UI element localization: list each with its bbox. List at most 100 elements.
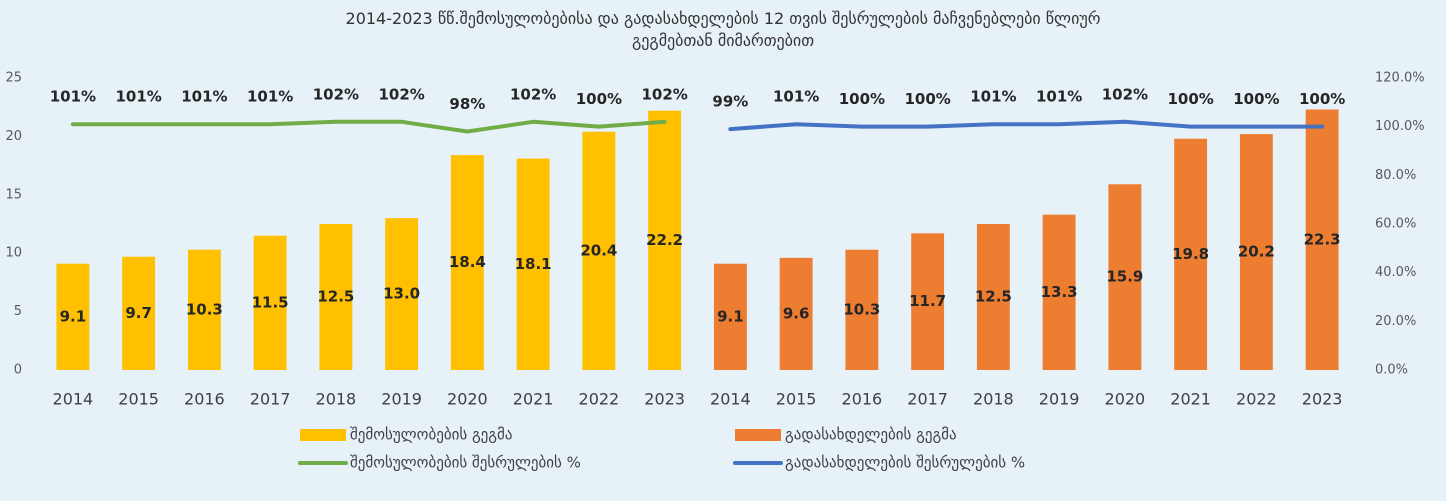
data-label: 100% — [1233, 90, 1279, 108]
data-label: 101% — [773, 88, 819, 106]
bar — [516, 158, 550, 370]
bar — [1305, 109, 1339, 370]
x-tick-label: 2017 — [250, 390, 291, 409]
bar — [56, 263, 90, 370]
data-label: 102% — [510, 85, 556, 103]
data-label: 13.3 — [1041, 283, 1078, 301]
data-label: 9.7 — [125, 304, 152, 322]
data-label: 20.2 — [1238, 243, 1275, 261]
data-label: 101% — [115, 88, 161, 106]
y2-tick-label: 0.0% — [1375, 363, 1408, 378]
bar — [1042, 214, 1076, 370]
y-tick-label: 25 — [5, 71, 22, 86]
data-label: 9.1 — [60, 307, 87, 325]
bar — [253, 235, 287, 370]
legend-swatch — [300, 429, 346, 441]
data-label: 18.4 — [449, 253, 486, 271]
data-label: 100% — [904, 90, 950, 108]
y-tick-label: 5 — [14, 304, 22, 319]
bar — [582, 131, 616, 370]
data-label: 101% — [181, 88, 227, 106]
x-tick-label: 2014 — [710, 390, 751, 409]
data-label: 22.2 — [646, 231, 683, 249]
data-label: 100% — [1167, 90, 1213, 108]
y2-tick-label: 40.0% — [1375, 265, 1416, 280]
bar — [845, 249, 879, 370]
bar — [713, 263, 747, 370]
data-label: 22.3 — [1304, 230, 1341, 248]
x-tick-label: 2019 — [1039, 390, 1080, 409]
legend-label: შემოსულობების შესრულების % — [350, 454, 581, 472]
line — [728, 119, 1325, 132]
data-label: 100% — [576, 90, 622, 108]
bar — [187, 249, 221, 370]
x-tick-label: 2022 — [1236, 390, 1277, 409]
x-tick-label: 2019 — [381, 390, 422, 409]
data-label: 100% — [839, 90, 885, 108]
bar — [1239, 134, 1273, 370]
chart-title: 2014-2023 წწ.შემოსულობებისა და გადასახდე… — [345, 9, 1101, 50]
x-tick-label: 2021 — [513, 390, 554, 409]
data-label: 13.0 — [383, 285, 420, 303]
y2-tick-label: 100.0% — [1375, 119, 1425, 134]
bar — [911, 233, 945, 370]
y2-tick-label: 20.0% — [1375, 314, 1416, 329]
data-label: 100% — [1299, 90, 1345, 108]
data-label: 101% — [1036, 88, 1082, 106]
x-tick-label: 2018 — [973, 390, 1014, 409]
data-label: 19.8 — [1172, 245, 1209, 263]
legend-label: გადასახდელების გეგმა — [785, 426, 957, 444]
x-tick-label: 2014 — [53, 390, 94, 409]
data-label: 9.6 — [783, 304, 810, 322]
y2-tick-label: 60.0% — [1375, 217, 1416, 232]
bar — [976, 224, 1010, 370]
x-tick-label: 2022 — [579, 390, 620, 409]
data-label: 99% — [712, 93, 748, 111]
y-tick-label: 20 — [5, 129, 22, 144]
x-tick-label: 2016 — [184, 390, 225, 409]
data-label: 20.4 — [580, 241, 617, 259]
legend-label: გადასახდელების შესრულების % — [785, 454, 1025, 472]
bar — [385, 218, 419, 370]
data-label: 18.1 — [515, 255, 552, 273]
data-label: 10.3 — [186, 300, 223, 318]
x-tick-label: 2017 — [907, 390, 948, 409]
x-tick-label: 2016 — [842, 390, 883, 409]
data-label: 10.3 — [843, 300, 880, 318]
data-label: 102% — [1102, 85, 1148, 103]
data-label: 9.1 — [717, 307, 744, 325]
x-tick-label: 2021 — [1170, 390, 1211, 409]
legend-swatch — [735, 429, 781, 441]
line — [70, 119, 667, 134]
data-label: 102% — [313, 85, 359, 103]
y-tick-label: 15 — [5, 187, 22, 202]
y-tick-label: 0 — [14, 363, 22, 378]
data-label: 98% — [449, 95, 485, 113]
bar — [319, 224, 353, 370]
x-tick-label: 2023 — [1302, 390, 1343, 409]
y2-tick-label: 80.0% — [1375, 168, 1416, 183]
bar — [450, 155, 484, 370]
y-tick-label: 10 — [5, 246, 22, 261]
data-label: 101% — [247, 88, 293, 106]
bar — [779, 257, 813, 370]
x-tick-label: 2018 — [316, 390, 357, 409]
bar — [1174, 138, 1208, 370]
data-label: 102% — [641, 85, 687, 103]
data-label: 101% — [970, 88, 1016, 106]
data-label: 101% — [50, 88, 96, 106]
data-label: 11.7 — [909, 292, 946, 310]
x-tick-label: 2015 — [118, 390, 159, 409]
bar — [122, 256, 156, 370]
data-label: 12.5 — [317, 288, 354, 306]
y2-tick-label: 120.0% — [1375, 71, 1425, 86]
x-tick-label: 2020 — [447, 390, 488, 409]
data-label: 12.5 — [975, 288, 1012, 306]
x-tick-label: 2023 — [644, 390, 685, 409]
x-tick-label: 2020 — [1105, 390, 1146, 409]
data-label: 102% — [378, 85, 424, 103]
data-label: 15.9 — [1106, 268, 1143, 286]
x-tick-label: 2015 — [776, 390, 817, 409]
